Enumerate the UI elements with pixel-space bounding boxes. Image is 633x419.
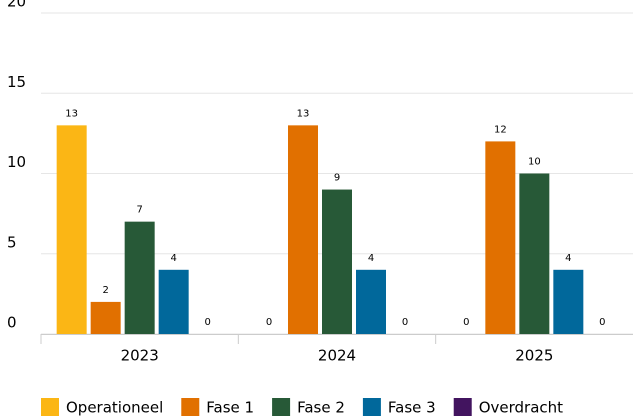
value-label: 4 bbox=[170, 253, 176, 264]
value-label: 2 bbox=[102, 285, 108, 296]
legend-label: Overdracht bbox=[479, 399, 563, 417]
x-tick-label: 2025 bbox=[515, 347, 553, 365]
value-label: 7 bbox=[136, 205, 142, 216]
value-label: 0 bbox=[599, 317, 605, 328]
x-tick-label: 2023 bbox=[121, 347, 159, 365]
value-label: 4 bbox=[565, 253, 571, 264]
value-label: 4 bbox=[368, 253, 374, 264]
legend-swatch bbox=[41, 398, 59, 416]
legend-swatch bbox=[272, 398, 291, 416]
bar bbox=[288, 125, 318, 334]
legend-label: Fase 2 bbox=[297, 399, 345, 417]
value-label: 10 bbox=[528, 157, 541, 168]
bar bbox=[56, 125, 87, 334]
bar bbox=[158, 269, 189, 334]
legend-label: Operationeel bbox=[66, 399, 163, 417]
value-label: 12 bbox=[494, 124, 507, 135]
value-label: 0 bbox=[402, 317, 408, 328]
bar bbox=[519, 173, 550, 334]
legend-label: Fase 1 bbox=[206, 399, 254, 417]
value-label: 0 bbox=[204, 317, 210, 328]
bar bbox=[553, 269, 584, 334]
legend-swatch bbox=[181, 398, 200, 416]
y-tick-label: 5 bbox=[7, 233, 17, 251]
legend-label: Fase 3 bbox=[388, 399, 436, 417]
value-label: 0 bbox=[266, 317, 272, 328]
bar bbox=[322, 189, 352, 334]
bar bbox=[124, 221, 155, 334]
x-tick-label: 2024 bbox=[318, 347, 356, 365]
y-tick-label: 10 bbox=[7, 153, 26, 171]
legend-swatch bbox=[362, 398, 381, 416]
value-label: 0 bbox=[463, 317, 469, 328]
y-tick-label: 15 bbox=[7, 73, 26, 91]
value-label: 13 bbox=[297, 108, 310, 119]
bar bbox=[356, 269, 386, 334]
legend-swatch bbox=[453, 398, 472, 416]
bar bbox=[90, 301, 121, 334]
value-label: 9 bbox=[334, 173, 340, 184]
y-tick-label: 0 bbox=[7, 314, 17, 332]
bar bbox=[485, 141, 516, 334]
value-label: 13 bbox=[65, 108, 78, 119]
y-tick-label: 20 bbox=[7, 0, 26, 11]
